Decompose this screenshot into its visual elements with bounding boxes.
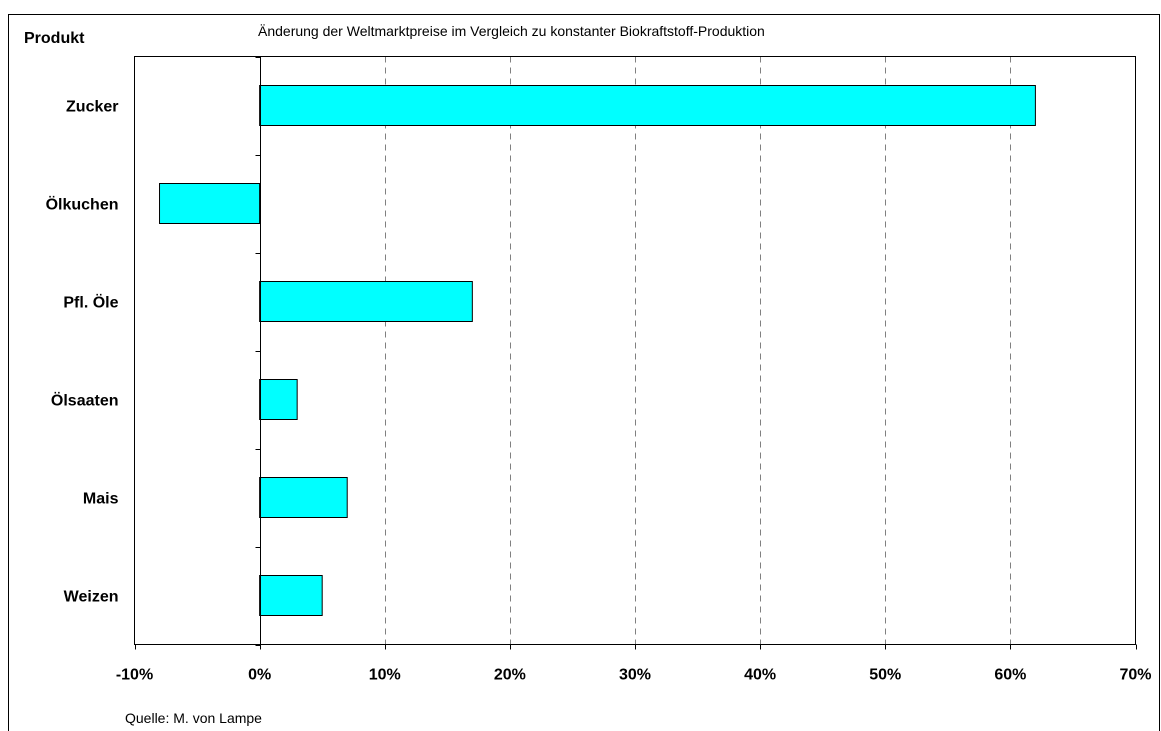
category-label: Mais [83, 491, 119, 508]
axes [135, 56, 1137, 650]
bar-1 [259, 85, 1036, 126]
bar-4 [259, 379, 298, 420]
x-tick-label: -10% [116, 667, 153, 684]
x-tick-label: 0% [248, 667, 271, 684]
gridlines [385, 56, 1011, 645]
bar-6 [259, 575, 323, 616]
x-tick-label: 70% [1119, 667, 1151, 684]
bar-3 [259, 281, 473, 322]
category-label: Pfl. Öle [63, 293, 118, 312]
category-label: Zucker [66, 99, 118, 116]
x-tick-label: 40% [744, 667, 776, 684]
tick-labels: Zucker Ölkuchen Pfl. Öle Ölsaaten Mais Weizen… [46, 99, 1152, 684]
bars [159, 85, 1036, 616]
x-tick-label: 10% [369, 667, 401, 684]
y-axis-label: Produkt [24, 30, 85, 47]
x-tick-label: 50% [869, 667, 901, 684]
bar-5 [259, 477, 348, 518]
x-tick-label: 60% [994, 667, 1026, 684]
bar-2 [159, 183, 261, 224]
category-label: Weizen [64, 589, 119, 606]
chart-title: Änderung der Weltmarktpreise im Vergleic… [258, 23, 765, 39]
source-note: Quelle: M. von Lampe [125, 710, 262, 726]
category-label: Ölkuchen [46, 195, 119, 214]
x-tick-label: 30% [619, 667, 651, 684]
category-label: Ölsaaten [51, 391, 119, 410]
chart-frame [8, 14, 1160, 731]
x-tick-label: 20% [494, 667, 526, 684]
plot-area [134, 56, 1136, 645]
